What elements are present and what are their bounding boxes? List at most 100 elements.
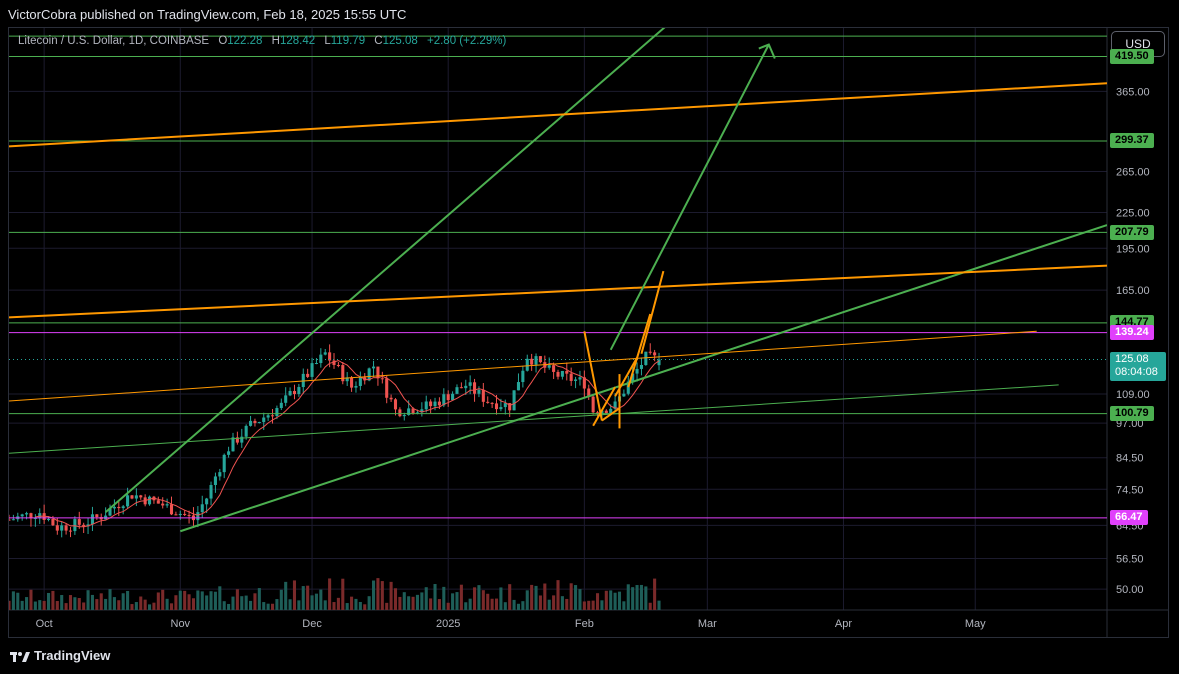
candle-body <box>266 415 270 418</box>
candle-body <box>415 412 419 414</box>
candle-body <box>205 498 209 505</box>
candle-body <box>64 525 68 531</box>
volume-bar <box>9 600 11 610</box>
x-tick-label: Dec <box>302 618 322 630</box>
y-tick-label: 74.50 <box>1116 484 1144 496</box>
volume-bar <box>310 595 314 610</box>
ohlc-legend: Litecoin / U.S. Dollar, 1D, COINBASE O12… <box>18 35 506 47</box>
volume-bar <box>284 581 288 610</box>
volume-bar <box>604 590 608 610</box>
volume-bar <box>253 593 257 610</box>
candle-body <box>148 496 152 505</box>
volume-bar <box>275 599 279 610</box>
price-level-label: 419.50 <box>1110 48 1154 64</box>
candle-body <box>139 495 143 498</box>
volume-bar <box>222 601 226 610</box>
volume-bar <box>191 598 196 610</box>
candle-body <box>257 422 261 424</box>
volume-bar <box>503 602 507 610</box>
candle-body <box>253 420 257 423</box>
volume-bar <box>582 601 586 610</box>
volume-bar <box>95 599 99 610</box>
candle-body <box>77 519 81 525</box>
candle-body <box>319 354 323 363</box>
candle-body <box>213 476 217 486</box>
candle-body <box>420 409 424 413</box>
candle-body <box>591 396 595 413</box>
candle-body <box>574 379 578 381</box>
candle-body <box>121 506 125 509</box>
candle-body <box>306 373 310 377</box>
volume-bar <box>420 592 424 610</box>
candle-body <box>604 410 608 414</box>
volume-bar <box>156 592 160 610</box>
volume-bar <box>631 587 635 610</box>
candle-body <box>657 359 661 366</box>
volume-bar <box>626 584 630 610</box>
volume-bar <box>429 598 433 610</box>
candle-body <box>165 504 169 506</box>
candle-body <box>275 408 279 416</box>
volume-bar <box>51 590 55 610</box>
volume-bar <box>314 593 318 610</box>
candle-body <box>108 508 112 516</box>
candle-body <box>578 377 582 380</box>
volume-bar <box>200 591 204 610</box>
candle-body <box>323 352 327 355</box>
volume-bar <box>358 601 362 610</box>
volume-bar <box>648 602 652 610</box>
candle-body <box>499 407 503 410</box>
candle-body <box>464 385 468 389</box>
candle-body <box>644 351 648 365</box>
candle-body <box>169 504 174 515</box>
candle-body <box>301 373 305 388</box>
candle-body <box>565 370 569 374</box>
volume-bar <box>560 596 564 610</box>
volume-bar <box>459 584 463 610</box>
candle-body <box>279 402 283 409</box>
volume-bar <box>341 578 345 610</box>
candle-body <box>11 519 15 521</box>
y-tick-label: 265.00 <box>1116 166 1150 178</box>
trendline <box>9 82 1107 148</box>
volume-bar <box>385 602 389 610</box>
candle-body <box>33 517 37 519</box>
volume-bar <box>20 600 24 610</box>
candle-body <box>187 514 191 516</box>
volume-bar <box>25 597 29 610</box>
candle-body <box>402 414 406 417</box>
volume-bar <box>587 600 591 610</box>
candle-body <box>622 393 626 397</box>
volume-bar <box>249 600 253 610</box>
candle-body <box>407 408 411 415</box>
candle-body <box>240 436 244 443</box>
volume-bar <box>178 590 182 610</box>
volume-bar <box>42 600 46 610</box>
candle-body <box>631 373 635 382</box>
candle-body <box>538 356 542 363</box>
volume-bar <box>350 596 354 610</box>
volume-bar <box>437 599 441 610</box>
volume-bar <box>319 589 323 610</box>
candle-body <box>490 402 494 404</box>
tradingview-brand[interactable]: TradingView <box>10 648 110 663</box>
candle-body <box>332 360 336 366</box>
volume-bar <box>565 598 569 610</box>
volume-bar <box>653 578 657 610</box>
volume-bar <box>292 580 297 610</box>
candle-body <box>525 358 529 371</box>
high-key: H <box>271 35 280 47</box>
chart-frame[interactable] <box>8 27 1169 638</box>
volume-bar <box>323 600 327 610</box>
volume-bar <box>609 590 613 610</box>
candle-body <box>55 525 59 531</box>
pattern-line <box>640 270 665 354</box>
candle-body <box>183 513 187 515</box>
candle-body <box>196 512 200 521</box>
candle-body <box>341 365 345 382</box>
candle-body <box>521 370 525 383</box>
volume-bar <box>46 592 51 610</box>
volume-bars <box>9 578 661 610</box>
price-level-label: 207.79 <box>1110 224 1154 240</box>
